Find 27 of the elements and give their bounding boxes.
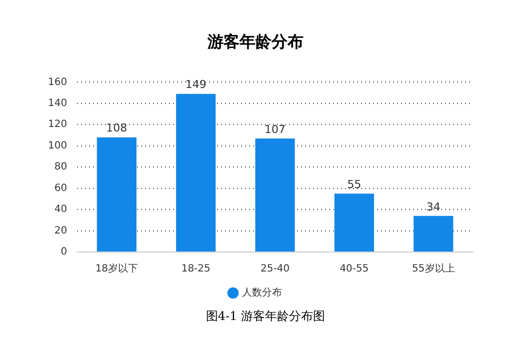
- data-label: 55: [347, 178, 362, 191]
- y-tick-label: 60: [54, 182, 68, 194]
- x-tick-label: 40-55: [340, 264, 369, 275]
- bar: [176, 94, 216, 252]
- data-label: 108: [106, 122, 128, 135]
- bar: [334, 194, 374, 252]
- y-tick-label: 0: [60, 246, 68, 258]
- legend-label: 人数分布: [242, 286, 282, 299]
- y-tick-label: 20: [54, 225, 68, 236]
- data-label: 34: [426, 200, 440, 214]
- x-tick-label: 55岁以上: [412, 262, 455, 275]
- bar: [414, 216, 454, 252]
- bar: [96, 137, 136, 252]
- y-tick-label: 140: [48, 98, 68, 110]
- y-tick-label: 80: [54, 162, 68, 173]
- x-tick-label: 18岁以下: [95, 262, 138, 275]
- x-tick-label: 18-25: [181, 264, 210, 275]
- chart-title: 游客年龄分布: [206, 32, 304, 51]
- y-tick-label: 40: [54, 204, 68, 216]
- y-tick-label: 120: [48, 119, 68, 130]
- data-label: 107: [264, 122, 286, 136]
- y-tick-label: 100: [48, 140, 68, 152]
- x-tick-label: 25-40: [260, 264, 290, 275]
- y-tick-label: 160: [48, 76, 68, 88]
- caption: 图4-1 游客年龄分布图: [204, 308, 326, 325]
- data-label: 149: [185, 78, 206, 92]
- bar: [255, 138, 295, 252]
